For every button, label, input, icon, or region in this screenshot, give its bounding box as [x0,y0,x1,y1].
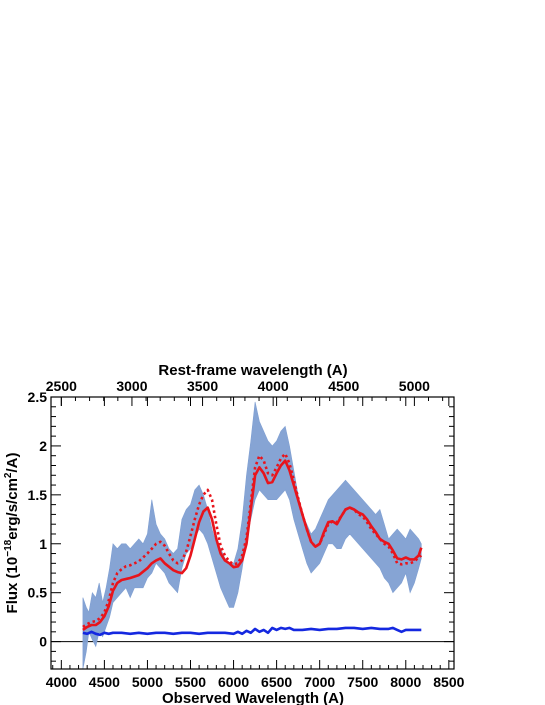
x-tick-label: 6000 [218,674,249,690]
x-tick-label: 7500 [347,674,378,690]
x-tick-label: 7000 [304,674,335,690]
x2-tick-label: 3000 [116,378,147,394]
x2-tick-label: 2500 [46,378,77,394]
x-tick-label: 5500 [175,674,206,690]
series-0-observed-flux-band [82,401,422,669]
y-tick-label: 2.5 [28,389,48,405]
y-axis-title: Flux (10−18erg/s/cm2/A) [3,453,21,614]
x2-tick-label: 5000 [399,378,430,394]
x2-tick-label: 4000 [258,378,289,394]
x2-tick-label: 4500 [328,378,359,394]
x-tick-label: 8000 [390,674,421,690]
x-tick-label: 8500 [433,674,464,690]
x-tick-label: 6500 [261,674,292,690]
axes: 4000 4500 5000 5500 6000 6500 7000 7500 8000 8500… [28,378,465,690]
x-tick-label: 4500 [89,674,120,690]
y-tick-label: 1 [39,536,47,552]
x2-axis-title: Rest-frame wavelength (A) [158,362,347,379]
x-tick-label: 5000 [132,674,163,690]
x-tick-label: 4000 [46,674,77,690]
plot-data-area [51,401,454,669]
y-tick-label: 1.5 [28,487,48,503]
series-3-solid-line [82,626,422,637]
y-tick-label: 0 [39,634,47,650]
series-1-solid-line [82,459,423,631]
y-tick-label: 0.5 [28,585,48,601]
x2-tick-label: 3500 [187,378,218,394]
series-2-dotted-line [82,452,423,628]
y-tick-label: 2 [39,438,47,454]
x-axis-title: Observed Wavelength (A) [162,690,344,705]
plot-frame [50,396,455,670]
